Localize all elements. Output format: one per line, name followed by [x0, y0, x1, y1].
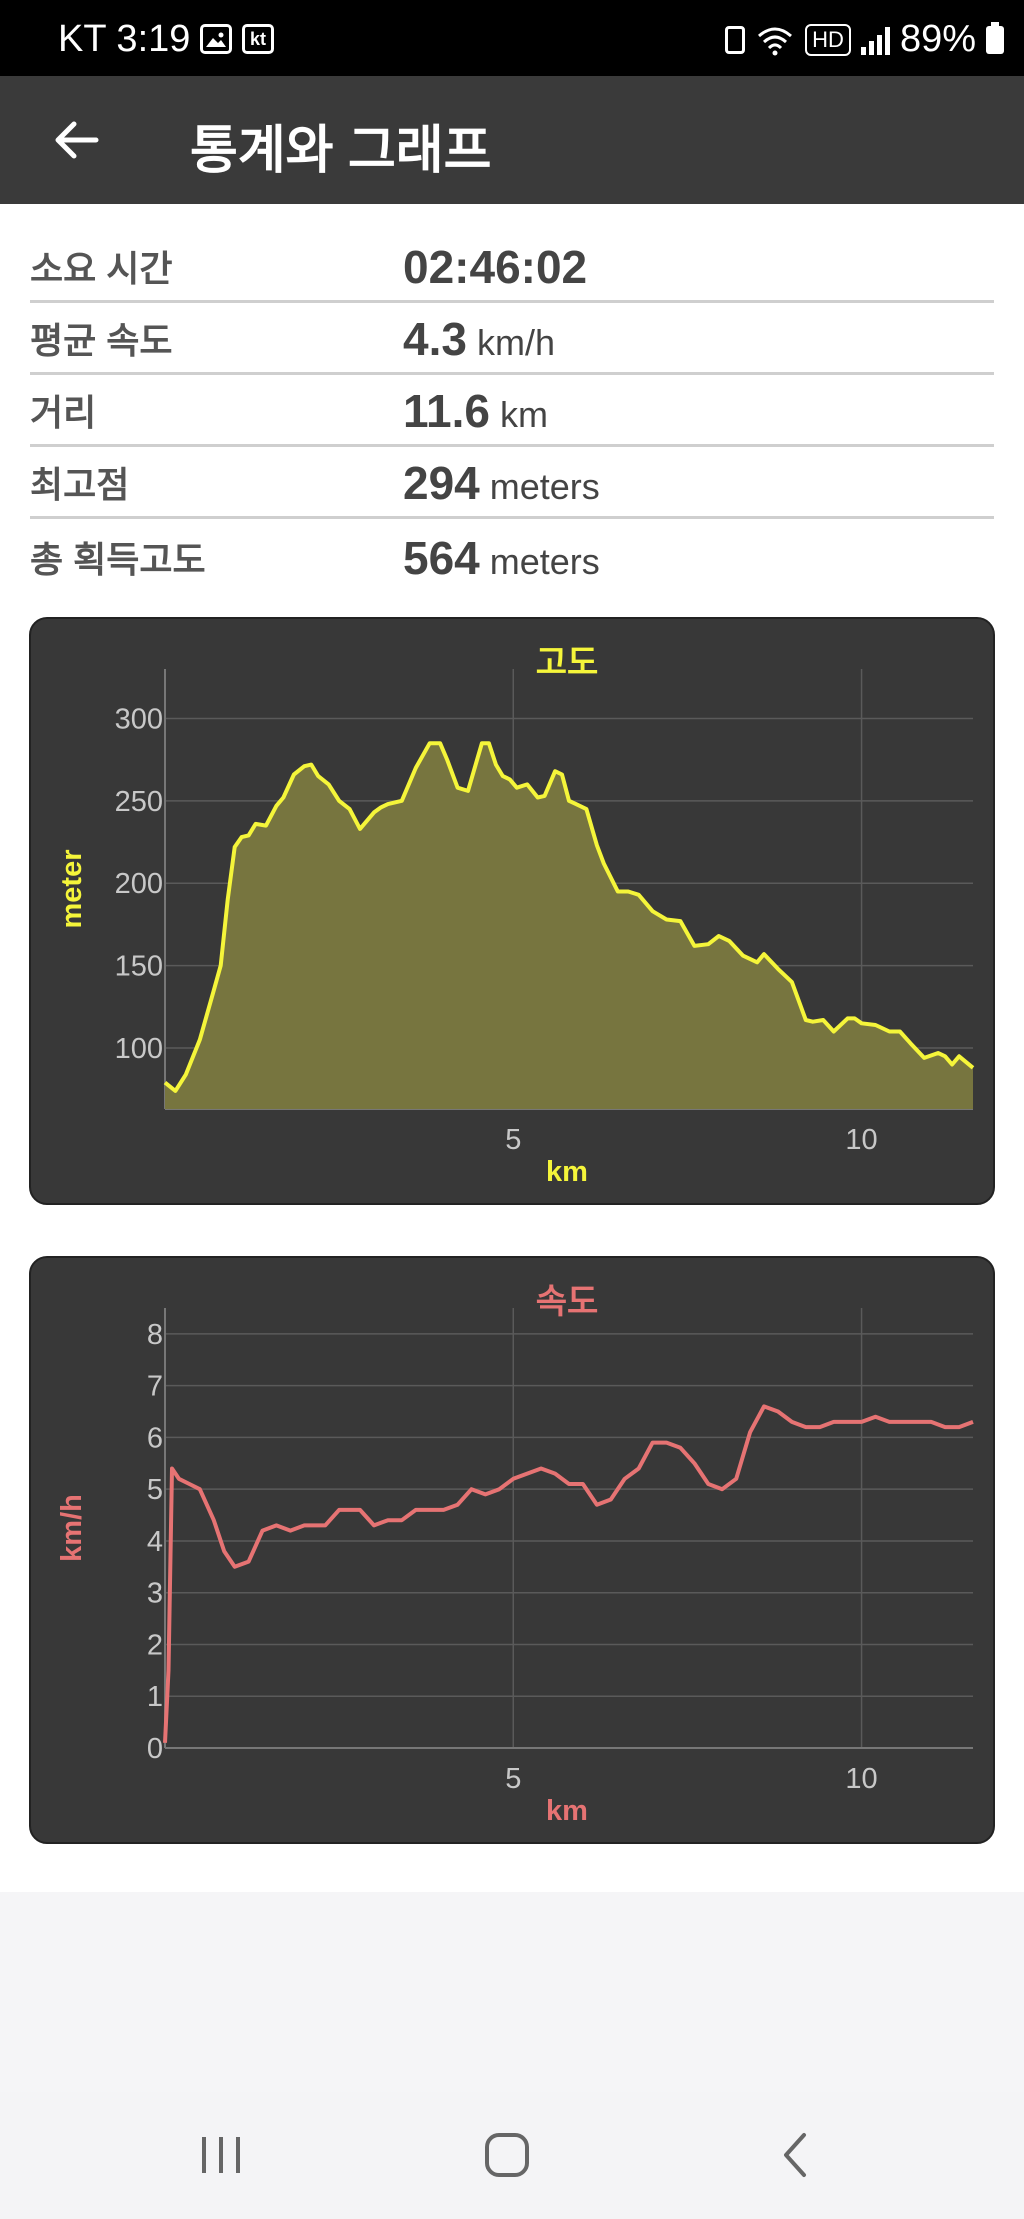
stat-label: 최고점 [30, 464, 130, 505]
y-tick-label: 7 [147, 1371, 163, 1403]
page-title: 통계와 그래프 [190, 122, 492, 180]
system-nav-bar [0, 2092, 1024, 2219]
home-button[interactable] [462, 2120, 552, 2190]
home-icon [485, 2133, 529, 2177]
app-bar: 통계와 그래프 [0, 76, 1024, 204]
stat-unit: km [500, 394, 548, 435]
x-tick-label: 5 [505, 1124, 521, 1156]
stat-value: 564 [403, 532, 480, 584]
stat-value: 11.6 [403, 385, 490, 437]
elevation-chart-card: 100 150 200 250 300 5 10 고도 km meter [29, 617, 995, 1205]
stat-unit: meters [489, 466, 600, 507]
statistics-content: 소요 시간 02:46:02 평균 속도 4.3 km/h 거리 11.6 km 최… [0, 204, 1024, 1892]
y-axis-label: meter [56, 850, 88, 929]
battery-saver-icon [725, 25, 746, 54]
status-notification-icons: kt [200, 24, 274, 54]
stat-label: 총 획득고도 [30, 539, 206, 580]
hd-voice-icon: HD [805, 23, 851, 56]
arrow-left-icon [55, 121, 99, 159]
series-line [163, 741, 975, 1093]
chart-title: 속도 [536, 1283, 599, 1321]
y-tick-label: 2 [147, 1629, 163, 1661]
speed-chart-card: 0 1 2 3 4 5 6 7 8 5 10 속도 km km/h [29, 1256, 995, 1844]
stat-row-highest-point: 최고점 294 meters [30, 447, 994, 519]
battery-icon [986, 21, 1004, 54]
chart-title: 고도 [536, 644, 599, 682]
stat-label: 거리 [30, 392, 97, 433]
x-axis-label: km [546, 1795, 588, 1827]
x-axis-label: km [546, 1156, 588, 1188]
y-tick-label: 4 [147, 1526, 163, 1558]
elevation-chart: 100 150 200 250 300 5 10 고도 km meter [56, 644, 975, 1188]
stat-row-duration: 소요 시간 02:46:02 [30, 231, 994, 303]
recent-apps-icon [202, 2137, 240, 2173]
stat-value: 294 [403, 457, 480, 509]
stat-label: 소요 시간 [30, 248, 173, 289]
speed-chart: 0 1 2 3 4 5 6 7 8 5 10 속도 km km/h [56, 1283, 974, 1827]
y-axis-label: km/h [56, 1494, 88, 1562]
back-nav-button[interactable] [750, 2120, 840, 2190]
image-icon [200, 24, 232, 54]
stat-row-total-ascent: 총 획득고도 564 meters [30, 519, 994, 591]
y-tick-label: 200 [115, 868, 163, 900]
stat-unit: km/h [476, 322, 555, 363]
y-tick-label: 1 [147, 1681, 163, 1713]
x-tick-label: 10 [845, 1124, 877, 1156]
y-tick-label: 100 [115, 1033, 163, 1065]
back-button[interactable] [40, 104, 112, 176]
recent-apps-button[interactable] [176, 2120, 266, 2190]
y-tick-label: 150 [115, 951, 163, 983]
series-area [165, 743, 973, 1109]
y-tick-label: 300 [115, 703, 163, 735]
stat-value: 4.3 [403, 313, 467, 365]
x-tick-label: 10 [845, 1763, 877, 1795]
y-tick-label: 0 [147, 1733, 163, 1765]
kt-icon: kt [242, 24, 274, 54]
y-tick-label: 3 [147, 1578, 163, 1610]
x-tick-label: 5 [505, 1763, 521, 1795]
status-time: KT 3:19 [58, 18, 191, 60]
signal-icon [860, 25, 890, 55]
series-line [163, 1404, 974, 1743]
status-system-icons: HD 89% [725, 18, 1004, 61]
y-tick-label: 250 [115, 786, 163, 818]
chevron-left-icon [784, 2133, 806, 2177]
stat-label: 평균 속도 [30, 320, 173, 361]
status-bar: KT 3:19 kt HD 89% [0, 0, 1024, 76]
wifi-icon [758, 27, 793, 55]
stat-unit: meters [489, 541, 600, 582]
battery-percent: 89% [899, 18, 976, 60]
stat-value: 02:46:02 [403, 241, 588, 293]
stat-row-avg-speed: 평균 속도 4.3 km/h [30, 303, 994, 375]
y-tick-label: 6 [147, 1422, 163, 1454]
y-tick-label: 5 [147, 1474, 163, 1506]
stat-row-distance: 거리 11.6 km [30, 375, 994, 447]
y-tick-label: 8 [147, 1319, 163, 1351]
